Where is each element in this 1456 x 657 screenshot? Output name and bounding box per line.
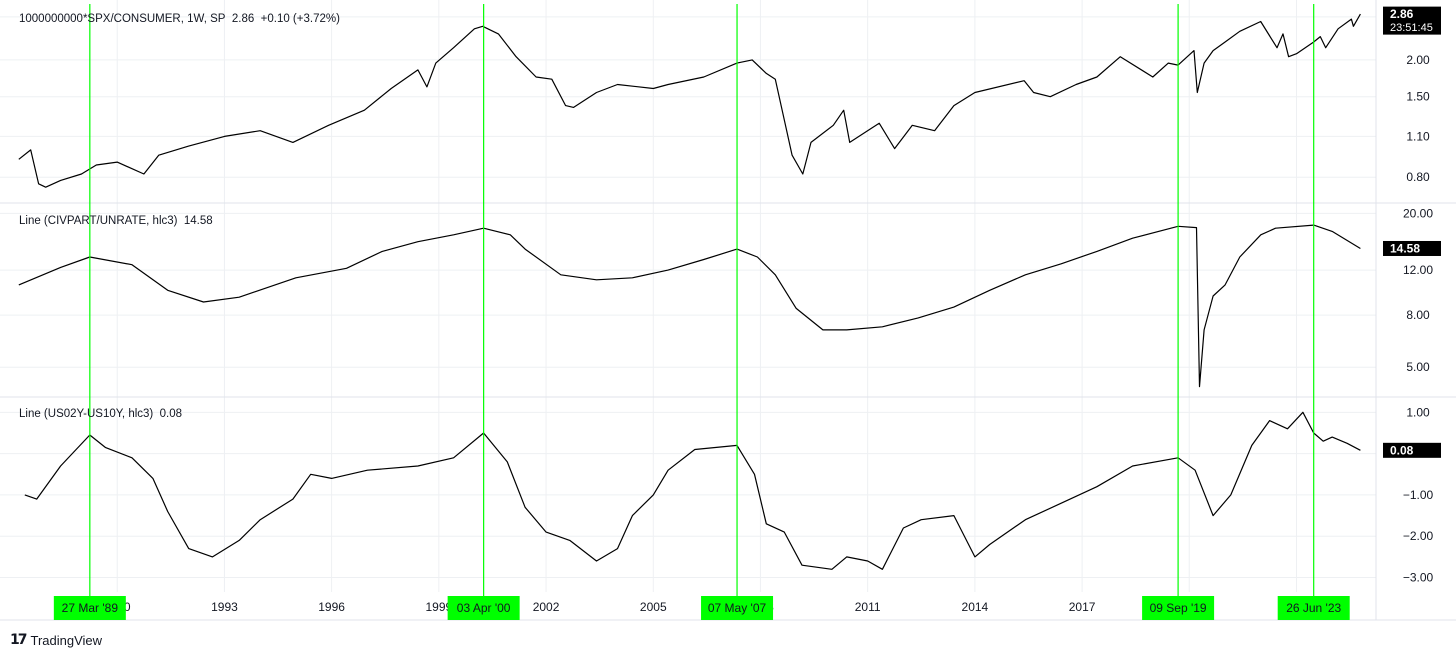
y-tick-label: 1.50	[1406, 90, 1430, 104]
marker-label: 09 Sep '19	[1150, 601, 1207, 615]
y-tick-label: 5.00	[1406, 360, 1430, 374]
marker-label: 27 Mar '89	[62, 601, 119, 615]
y-tick-label: −3.00	[1403, 571, 1434, 585]
series-line-pane-1	[18, 13, 1361, 188]
pane1-value: 2.86	[231, 13, 255, 25]
marker-label-bg	[53, 596, 126, 620]
y-tick-label: 12.00	[1403, 263, 1433, 277]
y-tick-label: 20.00	[1403, 206, 1433, 220]
last-value-text: 0.08	[1390, 443, 1414, 457]
series-line-pane-2	[18, 224, 1361, 388]
series-line-pane-3	[24, 411, 1361, 570]
last-value-badge	[1383, 6, 1441, 35]
pane3-title: Line (US02Y-US10Y, hlc3)	[19, 408, 154, 420]
pane1-title: 1000000000*SPX/CONSUMER, 1W, SP	[19, 13, 226, 25]
x-tick-label: 2002	[533, 600, 560, 614]
series-lines	[18, 13, 1361, 570]
tradingview-logo-icon: 17	[10, 632, 28, 648]
marker-label: 07 May '07	[708, 601, 767, 615]
y-tick-label: 1.00	[1406, 405, 1430, 419]
marker-label: 03 Apr '00	[457, 601, 511, 615]
x-tick-label: 1999	[425, 600, 452, 614]
y-tick-label: 1.10	[1406, 129, 1430, 143]
last-value-text: 14.58	[1390, 241, 1420, 255]
x-tick-label: 1996	[318, 600, 345, 614]
pane3-legend[interactable]: Line (US02Y-US10Y, hlc3) 0.08	[19, 408, 182, 420]
y-tick-label: −2.00	[1403, 529, 1434, 543]
marker-label-bg	[1142, 596, 1215, 620]
marker-date-labels[interactable]: 27 Mar '89 03 Apr '00 07 May '07 09 Sep '19…	[53, 596, 1350, 620]
tradingview-brand[interactable]: 17 TradingView	[10, 630, 102, 650]
y-tick-label: −1.00	[1403, 488, 1434, 502]
x-tick-label: 2005	[640, 600, 667, 614]
x-tick-label: 1993	[211, 600, 238, 614]
last-value-text: 2.86	[1390, 7, 1414, 21]
y-tick-label: 8.00	[1406, 308, 1430, 322]
countdown-text: 23:51:45	[1390, 22, 1433, 34]
marker-label-bg	[447, 596, 520, 620]
marker-label-bg	[701, 596, 774, 620]
marker-label: 26 Jun '23	[1286, 601, 1341, 615]
x-tick-label: 2014	[962, 600, 989, 614]
last-value-badge	[1383, 240, 1441, 256]
x-tick-label: 2017	[1069, 600, 1096, 614]
x-tick-label: 2011	[855, 600, 881, 614]
pane2-legend[interactable]: Line (CIVPART/UNRATE, hlc3) 14.58	[19, 215, 213, 227]
grid-lines	[0, 0, 1376, 592]
last-value-badge	[1383, 442, 1441, 458]
pane3-value: 0.08	[159, 408, 183, 420]
pane1-change: +0.10 (+3.72%)	[260, 13, 340, 25]
pane1-legend[interactable]: 1000000000*SPX/CONSUMER, 1W, SP 2.86 +0.…	[19, 13, 340, 25]
pane2-title: Line (CIVPART/UNRATE, hlc3)	[19, 215, 178, 227]
marker-label-bg	[1277, 596, 1350, 620]
vertical-markers	[89, 4, 1315, 596]
brand-name: TradingView	[30, 632, 103, 648]
y-tick-label: 0.80	[1406, 170, 1430, 184]
pane2-value: 14.58	[183, 215, 213, 227]
y-tick-label: 2.00	[1406, 53, 1430, 67]
